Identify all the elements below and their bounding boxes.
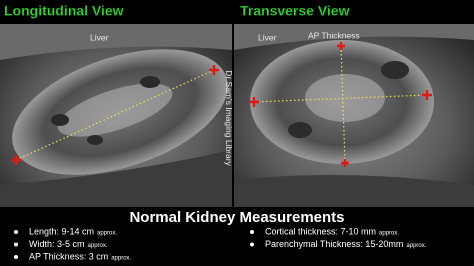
lower-tissue xyxy=(0,150,232,207)
item-note: approx. xyxy=(111,256,131,262)
bullet xyxy=(250,230,254,234)
width-line xyxy=(253,94,428,103)
caliper xyxy=(422,90,432,100)
item-note: approx. xyxy=(406,243,426,249)
item-text: AP Thickness: 3 cm xyxy=(29,251,108,261)
bullet xyxy=(250,242,254,247)
renal-sinus xyxy=(57,83,173,137)
item-text: Cortical thickness: 7-10 mm xyxy=(265,226,376,236)
pyramid xyxy=(288,122,312,138)
caliper xyxy=(249,97,259,107)
pyramid xyxy=(140,76,160,88)
liver-region xyxy=(234,24,474,50)
transverse-image: Transverse View Liver AP Thickness xyxy=(234,3,474,207)
pyramid xyxy=(87,135,103,145)
item-note: approx. xyxy=(88,243,108,249)
image-label: Liver xyxy=(90,32,109,42)
view-title: Transverse View xyxy=(240,3,350,19)
item-note: approx. xyxy=(379,231,399,237)
view-title: Longitudinal View xyxy=(4,3,124,19)
item-text: Width: 3-5 cm xyxy=(29,239,85,249)
caliper xyxy=(11,155,21,165)
pyramid xyxy=(381,61,409,79)
item-text: Parenchymal Thickness: 15-20mm xyxy=(265,239,403,249)
watermark: Dr Sam's Imaging Library xyxy=(224,70,234,166)
lower-tissue xyxy=(234,175,474,207)
bullet xyxy=(14,255,18,259)
footer-title: Normal Kidney Measurements xyxy=(129,209,344,226)
longitudinal-image: Longitudinal View Liver Dr Sam's Imaging… xyxy=(0,3,234,207)
measurement-list: Length: 9-14 cm approx.Width: 3-5 cm appro… xyxy=(14,226,427,262)
liver-region xyxy=(0,24,232,60)
pyramid xyxy=(51,114,69,126)
bullet xyxy=(14,230,18,234)
caliper xyxy=(209,65,219,75)
image-label: AP Thickness xyxy=(308,30,360,40)
caliper xyxy=(341,159,349,167)
image-label: Liver xyxy=(258,32,277,42)
item-note: approx. xyxy=(97,231,117,237)
item-text: Length: 9-14 cm xyxy=(29,226,94,236)
bullet xyxy=(14,242,18,247)
renal-sinus xyxy=(305,74,385,122)
caliper xyxy=(337,42,345,50)
length-line xyxy=(15,69,215,161)
